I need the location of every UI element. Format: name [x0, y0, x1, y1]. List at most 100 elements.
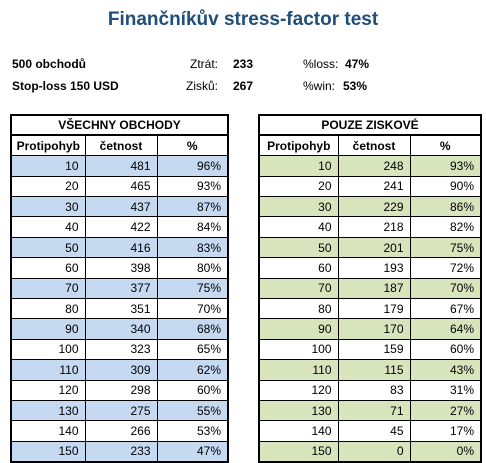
- table-row: 70 187 70%: [258, 277, 482, 300]
- table-cell: 170: [337, 318, 411, 340]
- table-cell: 65%: [156, 338, 229, 361]
- table-cell: 80: [10, 298, 86, 320]
- table-cell: 40: [258, 216, 339, 238]
- table-cell: 150: [258, 440, 339, 463]
- table-cell: 70: [10, 277, 86, 300]
- table-row: 30 437 87%: [10, 196, 229, 218]
- table-cell: 0: [337, 440, 411, 463]
- table-cell: 64%: [409, 318, 482, 340]
- table-cell: 465: [84, 175, 158, 198]
- table-cell: 62%: [156, 359, 229, 381]
- table-cell: 82%: [409, 216, 482, 238]
- table-cell: 10: [10, 155, 86, 177]
- table-cell: 70%: [156, 298, 229, 320]
- table-row: 50 416 83%: [10, 236, 229, 259]
- table-cell: 67%: [409, 298, 482, 320]
- table-cell: 201: [337, 236, 411, 259]
- table-cell: 50: [258, 236, 339, 259]
- table-row: 130 71 27%: [258, 399, 482, 422]
- table-cell: 68%: [156, 318, 229, 340]
- table-row: 10 248 93%: [258, 155, 482, 177]
- table-cell: 50: [10, 236, 86, 259]
- wins-label: Zisků:: [185, 79, 218, 93]
- table-cell: 248: [337, 155, 411, 177]
- table-cell: 130: [10, 399, 86, 422]
- pct-win-label: %win:: [303, 79, 336, 93]
- table-cell: 120: [258, 379, 339, 401]
- table-cell: 187: [337, 277, 411, 300]
- table-cell: 20: [258, 175, 339, 198]
- table-cell: 93%: [409, 155, 482, 177]
- page-title: Finančníkův stress-factor test: [107, 9, 379, 30]
- table-cell: 0%: [409, 440, 482, 463]
- table-row: 40 422 84%: [10, 216, 229, 238]
- table-cell: 93%: [156, 175, 229, 198]
- table-cell: 45: [337, 420, 411, 442]
- table-row: 140 45 17%: [258, 420, 482, 442]
- table-caption: POUZE ZISKOVÉ: [258, 113, 482, 137]
- table-row: 150 233 47%: [10, 440, 229, 463]
- wins-value: 267: [233, 79, 254, 93]
- table-cell: 75%: [156, 277, 229, 300]
- table-cell: 323: [84, 338, 158, 361]
- table-row: 20 241 90%: [258, 175, 482, 198]
- column-header: %: [156, 134, 229, 157]
- table-cell: 60: [258, 257, 339, 279]
- table-cell: 140: [258, 420, 339, 442]
- table-cell: 90: [10, 318, 86, 340]
- table-cell: 83: [337, 379, 411, 401]
- table-cell: 275: [84, 399, 158, 422]
- table-cell: 17%: [409, 420, 482, 442]
- table-row: 60 193 72%: [258, 257, 482, 279]
- column-header: četnost: [337, 134, 411, 157]
- table-cell: 30: [258, 196, 339, 218]
- table-cell: 30: [10, 196, 86, 218]
- table-cell: 229: [337, 196, 411, 218]
- table-cell: 75%: [409, 236, 482, 259]
- column-header: Protipohyb: [10, 134, 86, 157]
- table-cell: 53%: [156, 420, 229, 442]
- table-row: 140 266 53%: [10, 420, 229, 442]
- table-row: 120 83 31%: [258, 379, 482, 401]
- pct-loss-label: %loss:: [303, 57, 339, 71]
- table-cell: 110: [258, 359, 339, 381]
- pct-win-value: 53%: [343, 79, 368, 93]
- table-row: 50 201 75%: [258, 236, 482, 259]
- table-cell: 90%: [409, 175, 482, 198]
- table-cell: 60: [10, 257, 86, 279]
- table-cell: 55%: [156, 399, 229, 422]
- table-cell: 437: [84, 196, 158, 218]
- table-cell: 31%: [409, 379, 482, 401]
- table-cell: 241: [337, 175, 411, 198]
- table-cell: 100: [10, 338, 86, 361]
- table-cell: 90: [258, 318, 339, 340]
- table-cell: 233: [84, 440, 158, 463]
- table-cell: 150: [10, 440, 86, 463]
- table-cell: 87%: [156, 196, 229, 218]
- all-trades-table: VŠECHNY OBCHODY Protipohyb četnost% 10 481 96…: [10, 113, 229, 463]
- table-cell: 96%: [156, 155, 229, 177]
- table-row: 70 377 75%: [10, 277, 229, 300]
- table-cell: 179: [337, 298, 411, 320]
- table-row: 10 481 96%: [10, 155, 229, 177]
- table-cell: 140: [10, 420, 86, 442]
- table-cell: 40: [10, 216, 86, 238]
- table-cell: 70: [258, 277, 339, 300]
- column-header: četnost: [84, 134, 158, 157]
- table-cell: 266: [84, 420, 158, 442]
- table-cell: 80: [258, 298, 339, 320]
- table-row: 20 465 93%: [10, 175, 229, 198]
- table-cell: 120: [10, 379, 86, 401]
- profitable-trades-table: POUZE ZISKOVÉ Protipohyb četnost% 10 248 93% 2…: [258, 113, 482, 463]
- table-cell: 83%: [156, 236, 229, 259]
- table-row: 30 229 86%: [258, 196, 482, 218]
- table-row: 90 340 68%: [10, 318, 229, 340]
- table-row: 110 115 43%: [258, 359, 482, 381]
- table-cell: 398: [84, 257, 158, 279]
- table-cell: 159: [337, 338, 411, 361]
- column-header: %: [409, 134, 482, 157]
- table-cell: 10: [258, 155, 339, 177]
- table-cell: 377: [84, 277, 158, 300]
- table-caption: VŠECHNY OBCHODY: [10, 113, 229, 137]
- table-row: 90 170 64%: [258, 318, 482, 340]
